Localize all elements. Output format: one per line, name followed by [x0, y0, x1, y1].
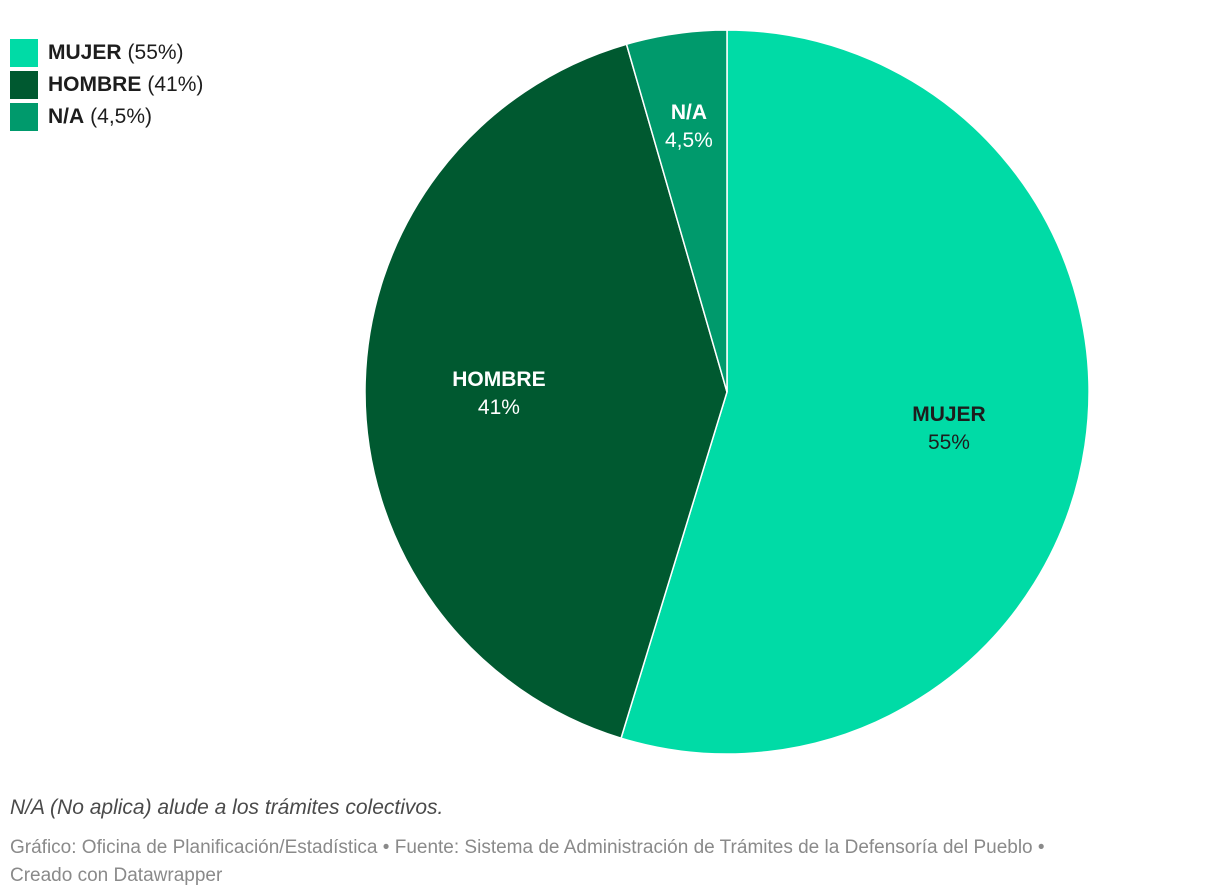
chart-credits: Gráfico: Oficina de Planificación/Estadí…: [10, 834, 1215, 890]
pie-slice-mujer: [620, 29, 1090, 755]
legend-value-mujer: (55%): [127, 41, 184, 64]
slice-value-hombre: 41%: [478, 396, 520, 419]
legend-label-hombre: HOMBRE: [48, 73, 142, 96]
slice-label-hombre: HOMBRE: [452, 368, 545, 391]
legend-swatch-na: [10, 103, 38, 131]
legend-item-mujer: MUJER (55%): [10, 37, 203, 69]
chart-legend: MUJER (55%) HOMBRE (41%) N/A (4,5%): [10, 37, 203, 133]
pie-chart: MUJER 55% HOMBRE 41% N/A 4,5%: [364, 29, 1090, 755]
legend-value-hombre: (41%): [147, 73, 204, 96]
slice-value-na: 4,5%: [665, 129, 713, 152]
slice-label-mujer: MUJER: [912, 403, 986, 426]
credits-line-2: Creado con Datawrapper: [10, 865, 223, 886]
pie-slice-na: [625, 29, 728, 393]
slice-label-na: N/A: [671, 101, 707, 124]
slice-value-mujer: 55%: [928, 431, 970, 454]
legend-swatch-mujer: [10, 39, 38, 67]
chart-note: N/A (No aplica) alude a los trámites col…: [10, 796, 444, 819]
pie-slice-hombre: [364, 43, 728, 740]
legend-swatch-hombre: [10, 71, 38, 99]
credits-line-1: Gráfico: Oficina de Planificación/Estadí…: [10, 837, 1045, 858]
legend-item-hombre: HOMBRE (41%): [10, 69, 203, 101]
legend-value-na: (4,5%): [90, 105, 153, 128]
legend-label-mujer: MUJER: [48, 41, 122, 64]
legend-label-na: N/A: [48, 105, 85, 128]
legend-item-na: N/A (4,5%): [10, 101, 203, 133]
